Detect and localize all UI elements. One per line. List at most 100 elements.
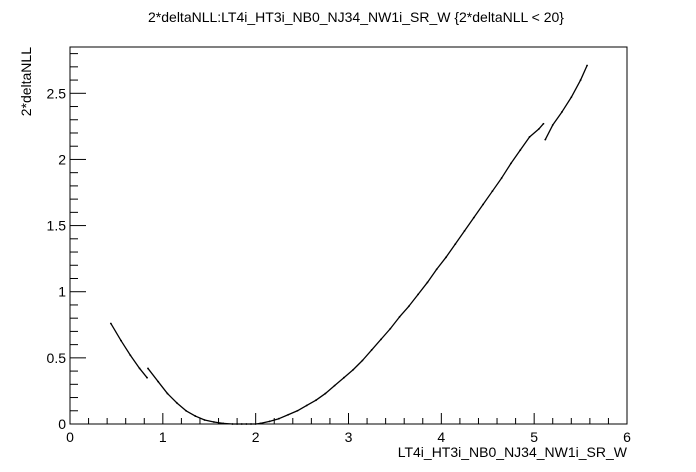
data-point bbox=[435, 268, 438, 271]
y-tick-label: 1 bbox=[58, 284, 66, 300]
data-point bbox=[129, 354, 132, 357]
data-point bbox=[380, 338, 382, 341]
data-point bbox=[352, 368, 355, 371]
data-segment bbox=[510, 149, 521, 164]
data-point bbox=[542, 122, 545, 125]
data-segment bbox=[167, 393, 178, 404]
data-segment bbox=[157, 381, 168, 394]
data-point bbox=[551, 124, 554, 126]
data-point bbox=[194, 415, 197, 417]
data-point bbox=[389, 327, 392, 330]
y-tick-label: 0.5 bbox=[47, 350, 67, 366]
data-point bbox=[570, 96, 573, 99]
data-points bbox=[109, 64, 588, 425]
x-tick-label: 3 bbox=[345, 429, 353, 445]
data-segment bbox=[306, 399, 317, 407]
data-segment bbox=[361, 349, 373, 361]
data-segment bbox=[408, 293, 419, 307]
y-axis-title: 2*deltaNLL bbox=[18, 47, 34, 116]
data-segment bbox=[129, 354, 141, 369]
data-point bbox=[544, 138, 547, 141]
y-tick-label: 1.5 bbox=[47, 218, 67, 234]
data-point bbox=[342, 376, 345, 379]
data-segment bbox=[544, 124, 554, 140]
data-point bbox=[109, 322, 112, 325]
data-point bbox=[454, 243, 457, 245]
data-point bbox=[370, 349, 373, 351]
data-segment bbox=[482, 190, 493, 205]
data-segment bbox=[334, 377, 345, 387]
data-point bbox=[510, 162, 512, 165]
data-segment bbox=[139, 368, 148, 379]
data-point bbox=[426, 281, 429, 284]
data-segment bbox=[380, 328, 391, 340]
x-axis: 0 1 2 3 4 5 6 bbox=[66, 413, 631, 445]
data-point bbox=[472, 216, 475, 219]
y-tick-label: 0 bbox=[58, 416, 66, 432]
x-tick-label: 4 bbox=[437, 429, 445, 445]
data-segment bbox=[501, 163, 512, 179]
data-point bbox=[417, 293, 420, 296]
data-segment bbox=[454, 230, 466, 245]
data-point bbox=[482, 203, 485, 206]
data-segment bbox=[260, 420, 270, 424]
data-point bbox=[259, 422, 262, 425]
data-segment bbox=[491, 177, 503, 192]
data-segment bbox=[147, 368, 159, 383]
data-segment bbox=[343, 369, 354, 379]
data-segment bbox=[570, 79, 582, 98]
data-point bbox=[561, 110, 563, 113]
data-point bbox=[147, 367, 149, 370]
data-segment bbox=[269, 418, 280, 422]
data-segment bbox=[213, 421, 224, 424]
x-tick-label: 2 bbox=[252, 429, 260, 445]
data-point bbox=[586, 64, 588, 67]
data-point bbox=[463, 229, 466, 232]
data-segment bbox=[529, 128, 540, 138]
data-point bbox=[407, 305, 410, 308]
data-segment bbox=[176, 402, 187, 412]
y-tick-label: 2.5 bbox=[47, 85, 67, 101]
data-point bbox=[203, 419, 206, 421]
data-segment bbox=[561, 96, 572, 113]
x-tick-label: 6 bbox=[623, 429, 631, 445]
data-point bbox=[315, 399, 317, 402]
data-point bbox=[287, 413, 290, 416]
data-point bbox=[500, 177, 503, 179]
data-point bbox=[579, 79, 582, 81]
data-point bbox=[157, 380, 160, 383]
data-point bbox=[277, 417, 280, 420]
y-axis: 0 0.5 1 1.5 2 2.5 bbox=[47, 53, 86, 432]
data-point bbox=[212, 421, 215, 423]
data-segment bbox=[579, 65, 588, 81]
data-point bbox=[398, 315, 401, 318]
data-point bbox=[519, 149, 522, 152]
data-point bbox=[333, 384, 336, 387]
data-segment bbox=[519, 136, 531, 151]
data-segment bbox=[417, 282, 428, 295]
data-point bbox=[528, 136, 531, 138]
data-segment bbox=[223, 422, 233, 425]
data-point bbox=[138, 367, 141, 370]
data-segment bbox=[297, 404, 308, 412]
data-point bbox=[537, 128, 540, 130]
data-segment bbox=[473, 204, 484, 219]
data-point bbox=[120, 339, 122, 342]
data-point bbox=[296, 409, 299, 412]
data-segment bbox=[436, 256, 447, 270]
data-segment bbox=[426, 268, 438, 283]
data-point bbox=[166, 392, 169, 395]
data-point bbox=[236, 423, 239, 425]
data-segment bbox=[445, 243, 456, 258]
x-tick-label: 0 bbox=[66, 429, 74, 445]
data-point bbox=[240, 423, 243, 425]
data-segment bbox=[324, 385, 335, 395]
data-segment bbox=[399, 305, 410, 318]
data-point bbox=[254, 423, 257, 425]
data-segment bbox=[464, 217, 475, 232]
data-segment bbox=[195, 415, 205, 421]
data-point bbox=[324, 392, 327, 395]
data-segment bbox=[315, 393, 326, 401]
